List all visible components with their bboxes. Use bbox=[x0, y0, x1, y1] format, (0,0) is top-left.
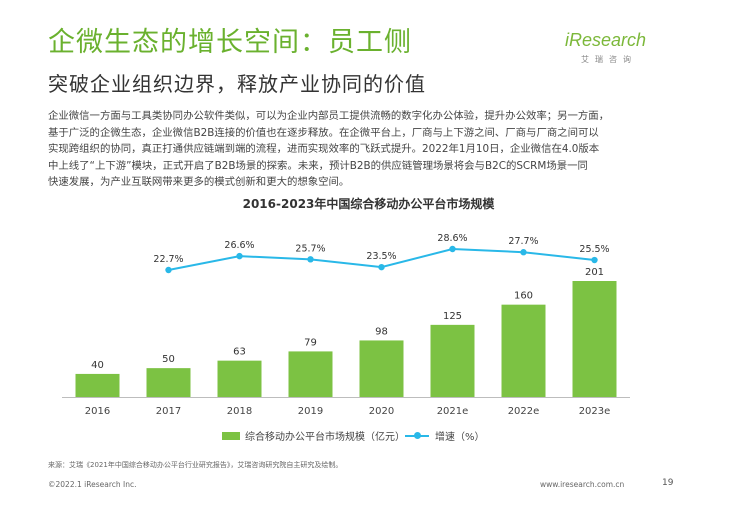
market-size-chart: 40 2016 50 2017 63 2018 79 2019 98 2020 125 2021e 16… bbox=[62, 233, 630, 417]
x-tick-label: 2018 bbox=[227, 406, 252, 417]
page-title: 企微生态的增长空间：员工侧 bbox=[48, 27, 412, 58]
growth-point bbox=[236, 252, 243, 260]
x-tick-label: 2022e bbox=[508, 406, 540, 417]
logo-text: iResearch bbox=[565, 30, 647, 50]
bar bbox=[359, 340, 404, 397]
growth-value-label: 22.7% bbox=[153, 254, 183, 265]
bar-value-label: 98 bbox=[375, 326, 388, 337]
footer-url: www.iresearch.com.cn bbox=[540, 480, 625, 489]
bar bbox=[146, 368, 191, 397]
legend-line-swatch bbox=[405, 431, 429, 439]
legend-bar-label: 综合移动办公平台市场规模（亿元） bbox=[245, 432, 405, 443]
growth-point bbox=[591, 256, 598, 264]
logo-subtext: 艾瑞咨询 bbox=[581, 55, 637, 64]
bar-value-label: 63 bbox=[233, 347, 246, 358]
bar bbox=[75, 373, 120, 397]
x-tick-label: 2021e bbox=[437, 406, 469, 417]
bar-value-label: 160 bbox=[514, 291, 533, 302]
x-tick-label: 2016 bbox=[85, 406, 110, 417]
growth-value-label: 23.5% bbox=[366, 251, 396, 262]
page-number: 19 bbox=[662, 478, 674, 488]
growth-value-label: 25.5% bbox=[579, 244, 609, 255]
growth-point bbox=[378, 263, 385, 271]
body-line: 中上线了“上下游”模块，正式开启了B2B场景的探索。未来，预计B2B的供应链管理… bbox=[48, 159, 588, 172]
x-tick-label: 2019 bbox=[298, 406, 323, 417]
growth-value-label: 25.7% bbox=[295, 243, 325, 254]
legend-line-label: 增速（%） bbox=[435, 432, 485, 443]
chart-title: 2016-2023年中国综合移动办公平台市场规模 bbox=[242, 197, 495, 211]
x-tick-label: 2020 bbox=[369, 406, 394, 417]
bar bbox=[217, 360, 262, 397]
legend-bar-swatch bbox=[222, 431, 240, 440]
body-line: 快速发展，为产业互联网带来更多的模式创新和更大的想象空间。 bbox=[48, 176, 350, 189]
chart-legend: 综合移动办公平台市场规模（亿元） 增速（%） bbox=[0, 428, 737, 444]
bar bbox=[430, 324, 475, 397]
body-line: 企业微信一方面与工具类协同办公软件类似，可以为企业内部员工提供流畅的数字化办公体… bbox=[48, 110, 610, 122]
x-tick-label: 2023e bbox=[579, 406, 611, 417]
body-line: 实现跨组织的协同，真正打通供应链端到端的流程，进而实现效率的飞跃式提升。2022… bbox=[48, 143, 600, 156]
legend-line-series: 增速（%） bbox=[405, 428, 485, 443]
growth-point bbox=[165, 266, 172, 274]
copyright: ©2022.1 iResearch Inc. bbox=[48, 480, 137, 489]
x-tick-label: 2017 bbox=[156, 406, 181, 417]
bar-value-label: 201 bbox=[585, 267, 604, 278]
source-note: 来源：艾瑞《2021年中国综合移动办公平台行业研究报告》，艾瑞咨询研究院自主研究… bbox=[48, 461, 343, 469]
growth-point bbox=[307, 256, 314, 263]
iresearch-logo: iResearch 艾瑞咨询 bbox=[565, 30, 685, 70]
bar-value-label: 40 bbox=[91, 360, 104, 371]
bar bbox=[572, 281, 617, 397]
growth-point bbox=[449, 245, 456, 253]
bar-value-label: 50 bbox=[162, 354, 175, 365]
growth-value-label: 26.6% bbox=[224, 240, 254, 251]
bar bbox=[288, 351, 333, 397]
bar-value-label: 79 bbox=[304, 337, 317, 348]
growth-point bbox=[520, 249, 527, 256]
bar-value-label: 125 bbox=[443, 311, 462, 322]
page-subtitle: 突破企业组织边界，释放产业协同的价值 bbox=[48, 72, 426, 96]
body-paragraph: 企业微信一方面与工具类协同办公软件类似，可以为企业内部员工提供流畅的数字化办公体… bbox=[48, 108, 684, 191]
legend-bar-series: 综合移动办公平台市场规模（亿元） bbox=[222, 428, 405, 443]
growth-value-label: 28.6% bbox=[437, 233, 467, 244]
body-line: 基于广泛的企微生态，企业微信B2B连接的价值也在逐步释放。在企微平台上，厂商与上… bbox=[48, 126, 599, 139]
growth-value-label: 27.7% bbox=[508, 236, 538, 247]
bar bbox=[501, 304, 546, 397]
